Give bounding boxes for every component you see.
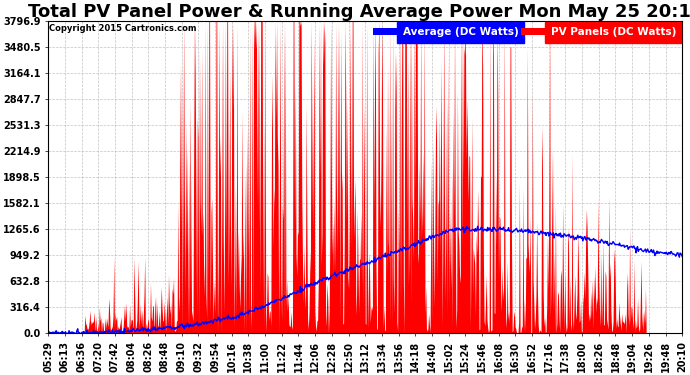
Title: Total PV Panel Power & Running Average Power Mon May 25 20:14: Total PV Panel Power & Running Average P…: [28, 3, 690, 21]
Legend: Average (DC Watts), PV Panels (DC Watts): Average (DC Watts), PV Panels (DC Watts): [373, 26, 677, 38]
Text: Copyright 2015 Cartronics.com: Copyright 2015 Cartronics.com: [49, 24, 196, 33]
